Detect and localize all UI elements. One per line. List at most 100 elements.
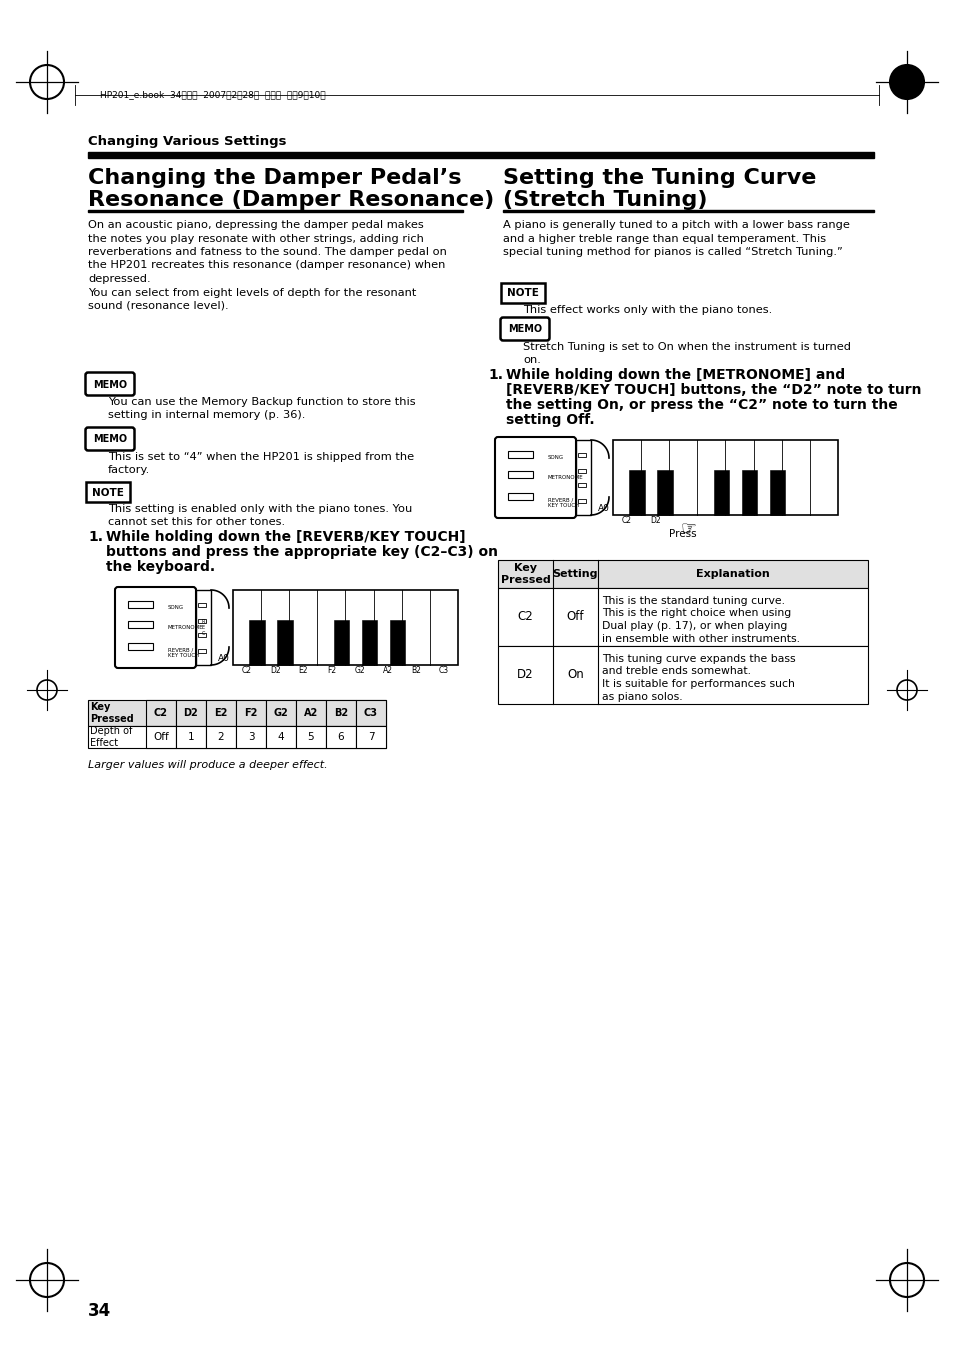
Text: as piano solos.: as piano solos.	[601, 692, 682, 701]
Text: C3: C3	[438, 666, 449, 676]
Bar	[128, 621, 152, 628]
Bar	[613, 440, 837, 515]
Bar	[326, 725, 355, 748]
Text: C2: C2	[242, 666, 252, 676]
Text: setting Off.: setting Off.	[505, 413, 594, 427]
Text: E2: E2	[298, 666, 308, 676]
Bar	[502, 211, 873, 212]
Text: Off: Off	[153, 732, 169, 742]
Text: 2: 2	[217, 732, 224, 742]
Circle shape	[889, 65, 923, 99]
Text: Setting: Setting	[552, 569, 598, 580]
Text: depressed.: depressed.	[88, 274, 151, 284]
FancyBboxPatch shape	[495, 436, 576, 517]
Text: 5: 5	[308, 732, 314, 742]
Text: Key
Pressed: Key Pressed	[90, 703, 133, 724]
Text: MEMO: MEMO	[507, 324, 541, 335]
Bar	[507, 471, 533, 478]
Bar	[195, 590, 211, 665]
Text: REVERB /
KEY TOUCH: REVERB / KEY TOUCH	[547, 497, 578, 508]
Bar	[713, 470, 728, 515]
Bar	[198, 634, 206, 638]
Text: 4: 4	[277, 732, 284, 742]
Text: Dual play (p. 17), or when playing: Dual play (p. 17), or when playing	[601, 621, 786, 631]
Text: 1.: 1.	[488, 367, 502, 382]
Text: On an acoustic piano, depressing the damper pedal makes: On an acoustic piano, depressing the dam…	[88, 220, 423, 230]
Text: ☞: ☞	[679, 519, 696, 536]
Bar	[390, 620, 405, 665]
Bar	[578, 484, 585, 486]
Text: MEMO: MEMO	[92, 380, 127, 389]
Text: METRONOME: METRONOME	[168, 626, 203, 630]
Text: This is the right choice when using: This is the right choice when using	[601, 608, 790, 619]
FancyBboxPatch shape	[500, 317, 549, 340]
Bar	[657, 470, 672, 515]
Bar	[198, 619, 206, 623]
Bar	[198, 603, 206, 607]
Text: 1: 1	[188, 732, 194, 742]
Bar	[88, 700, 386, 725]
Text: cannot set this for other tones.: cannot set this for other tones.	[108, 517, 285, 527]
Text: A2: A2	[304, 708, 317, 717]
Text: You can select from eight levels of depth for the resonant: You can select from eight levels of dept…	[88, 288, 416, 297]
Text: the HP201 recreates this resonance (damper resonance) when: the HP201 recreates this resonance (damp…	[88, 261, 445, 270]
Bar	[507, 493, 533, 500]
Text: HP201_e.book  34ページ  2007年2月28日  水曜日  午前9時10分: HP201_e.book 34ページ 2007年2月28日 水曜日 午前9時10…	[100, 91, 325, 100]
Bar	[497, 561, 867, 588]
Text: and treble ends somewhat.: and treble ends somewhat.	[601, 666, 750, 677]
Text: reverberations and fatness to the sound. The damper pedal on: reverberations and fatness to the sound.…	[88, 247, 446, 257]
Text: setting in internal memory (p. 36).: setting in internal memory (p. 36).	[108, 409, 305, 420]
Text: D2: D2	[649, 516, 659, 526]
Bar	[175, 700, 206, 725]
Text: the setting On, or press the “C2” note to turn the: the setting On, or press the “C2” note t…	[505, 399, 897, 412]
Text: C2: C2	[517, 611, 533, 624]
Bar	[578, 499, 585, 503]
Text: A piano is generally tuned to a pitch with a lower bass range: A piano is generally tuned to a pitch wi…	[502, 220, 849, 230]
Text: While holding down the [METRONOME] and: While holding down the [METRONOME] and	[505, 367, 844, 382]
Text: SONG: SONG	[547, 455, 563, 459]
Bar	[497, 646, 867, 704]
Text: A0: A0	[218, 654, 230, 663]
Text: Changing Various Settings: Changing Various Settings	[88, 135, 286, 149]
FancyBboxPatch shape	[500, 282, 544, 303]
Text: SONG: SONG	[168, 605, 184, 611]
Text: D2: D2	[270, 666, 280, 676]
Text: REVERB /
KEY TOUCH: REVERB / KEY TOUCH	[168, 647, 199, 658]
Text: D2: D2	[517, 669, 534, 681]
FancyBboxPatch shape	[86, 482, 130, 503]
Bar	[576, 440, 590, 515]
Text: C2: C2	[621, 516, 632, 526]
Bar	[355, 700, 386, 725]
Text: Resonance (Damper Resonance): Resonance (Damper Resonance)	[88, 190, 494, 209]
Bar	[128, 601, 152, 608]
Bar	[326, 700, 355, 725]
Text: F2: F2	[244, 708, 257, 717]
Text: This is the standard tuning curve.: This is the standard tuning curve.	[601, 596, 784, 607]
Bar	[277, 620, 293, 665]
Text: Stretch Tuning is set to On when the instrument is turned: Stretch Tuning is set to On when the ins…	[522, 342, 850, 353]
Text: MEMO: MEMO	[92, 435, 127, 444]
Text: It is suitable for performances such: It is suitable for performances such	[601, 680, 794, 689]
Bar	[128, 643, 152, 650]
Text: 7: 7	[367, 732, 374, 742]
Text: C3: C3	[364, 708, 377, 717]
Text: This is set to “4” when the HP201 is shipped from the: This is set to “4” when the HP201 is shi…	[108, 453, 414, 462]
Text: F2: F2	[327, 666, 335, 676]
Text: special tuning method for pianos is called “Stretch Tuning.”: special tuning method for pianos is call…	[502, 247, 841, 257]
Text: While holding down the [REVERB/KEY TOUCH]: While holding down the [REVERB/KEY TOUCH…	[106, 530, 465, 544]
Bar	[88, 153, 873, 158]
Bar	[295, 700, 326, 725]
Text: G2: G2	[354, 666, 364, 676]
Text: Key
Pressed: Key Pressed	[500, 563, 550, 585]
Bar	[146, 700, 175, 725]
Bar	[206, 725, 235, 748]
Bar	[146, 725, 175, 748]
Bar	[233, 590, 457, 665]
Bar	[175, 725, 206, 748]
Bar	[88, 211, 462, 212]
Bar	[206, 700, 235, 725]
Text: Explanation: Explanation	[696, 569, 769, 580]
Text: C2: C2	[153, 708, 168, 717]
Bar	[235, 700, 266, 725]
Text: A2: A2	[382, 666, 393, 676]
